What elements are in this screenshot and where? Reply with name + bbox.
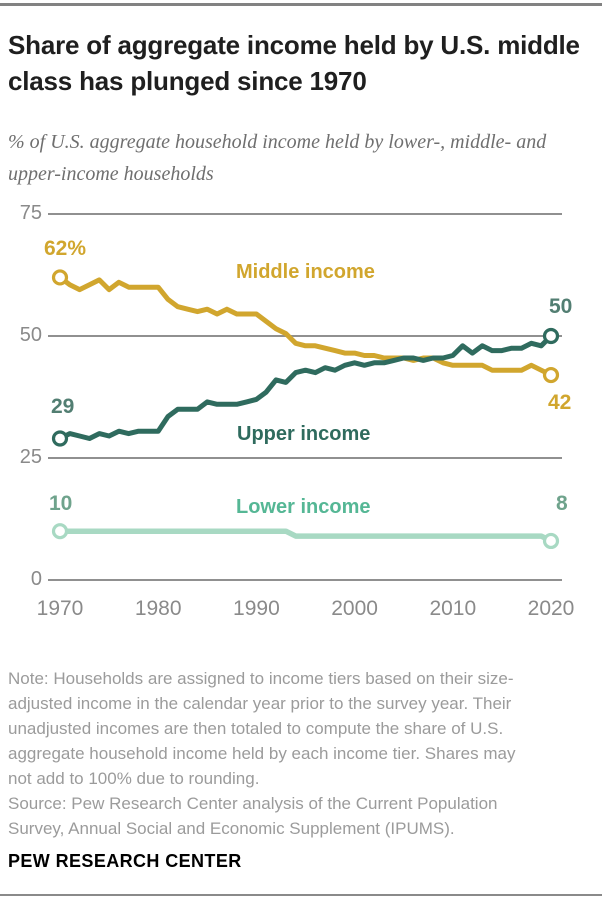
upper-income-end-value: 50 — [549, 295, 573, 318]
middle-income-end-marker — [542, 366, 560, 384]
upper-income-start-value: 29 — [51, 395, 75, 418]
lower-income-line — [57, 528, 554, 544]
x-axis-label: 1970 — [36, 597, 84, 620]
upper-income-end-marker — [542, 327, 560, 345]
y-axis-label: 50 — [19, 324, 42, 346]
branding-text: PEW RESEARCH CENTER — [8, 851, 242, 871]
note-text: Note: Households are assigned to income … — [8, 666, 593, 841]
lower-income-end-value: 8 — [556, 492, 568, 515]
y-axis-label: 0 — [30, 568, 42, 590]
middle-income-start-marker — [51, 269, 69, 286]
lower-income-series-label: Lower income — [236, 496, 371, 518]
upper-income-series-label: Upper income — [237, 423, 371, 445]
note-line: not add to 100% due to rounding. — [8, 769, 260, 788]
x-axis-label: 1980 — [134, 597, 182, 620]
chart-title: Share of aggregate income held by U.S. m… — [8, 30, 580, 96]
note-line: Note: Households are assigned to income … — [8, 669, 514, 688]
source-line: Survey, Annual Social and Economic Suppl… — [8, 819, 455, 838]
middle-income-end-value: 42 — [548, 391, 572, 414]
x-axis-label: 1990 — [233, 597, 280, 620]
note-line: unadjusted incomes are then totaled to c… — [8, 719, 504, 738]
middle-income-series-label: Middle income — [236, 261, 375, 283]
upper-income-start-marker — [51, 430, 69, 447]
y-axis-label: 75 — [19, 202, 42, 224]
lower-income-end-marker — [542, 532, 560, 550]
chart-subtitle: % of U.S. aggregate household income hel… — [8, 131, 547, 185]
note-line: aggregate household income held by each … — [8, 744, 516, 763]
middle-income-line — [57, 274, 554, 378]
bottom-divider — [0, 894, 602, 896]
middle-income-start-value: 62% — [44, 237, 87, 260]
source-line: Source: Pew Research Center analysis of … — [8, 794, 498, 813]
note-line: adjusted income in the calendar year pri… — [8, 694, 512, 713]
y-axis-label: 25 — [19, 446, 42, 468]
x-axis-label: 2000 — [331, 597, 378, 620]
x-axis-label: 2020 — [527, 597, 575, 620]
lower-income-start-marker — [51, 523, 69, 540]
lower-income-start-value: 10 — [49, 492, 73, 515]
x-axis-label: 2010 — [429, 597, 477, 620]
top-divider — [0, 3, 602, 6]
